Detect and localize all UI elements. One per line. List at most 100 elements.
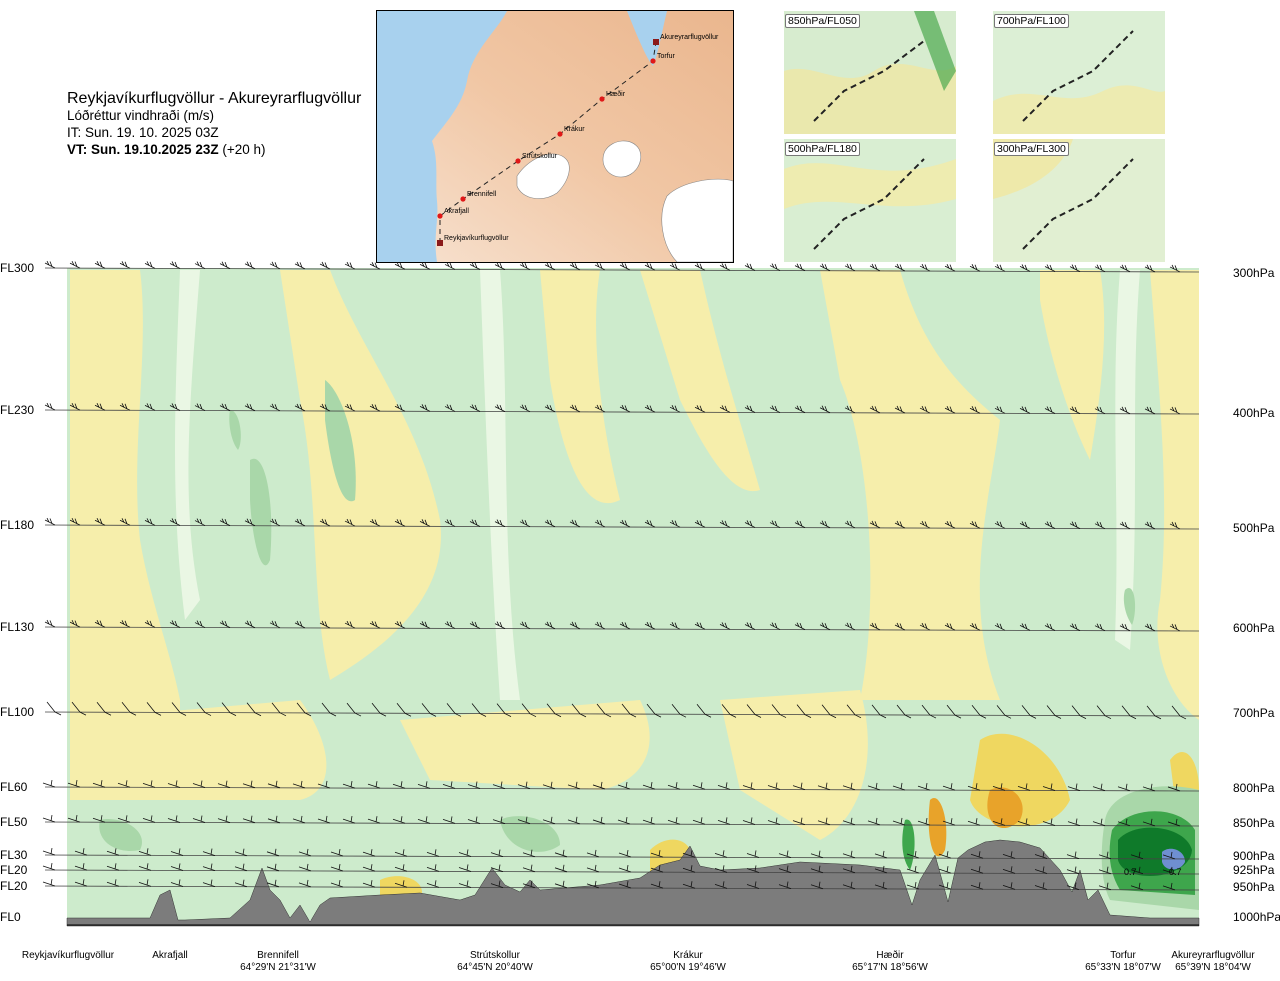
wind-barb (469, 621, 481, 629)
wind-barb (717, 782, 731, 790)
wind-barb (1144, 521, 1156, 530)
wind-barb (869, 263, 881, 272)
chart-header: Reykjavíkurflugvöllur - Akureyrarflugvöl… (67, 90, 387, 158)
wind-barb (217, 815, 231, 824)
wind-barb (494, 519, 506, 527)
wind-barb (521, 703, 537, 718)
wind-barb (69, 517, 81, 526)
wind-barb (142, 780, 156, 788)
wind-barb (266, 848, 280, 857)
fjord-north (627, 11, 667, 66)
wind-barb (569, 404, 581, 413)
level-line (44, 267, 1200, 273)
wind-barb (196, 702, 212, 716)
wind-barb (419, 621, 431, 629)
mini-map-500-canvas (784, 139, 956, 262)
wind-barb (992, 783, 1006, 791)
wind-barb (1146, 705, 1162, 720)
wind-barb (44, 260, 56, 269)
wind-barb (144, 518, 156, 526)
station-coord: 65°33'N 18°07'W (1085, 962, 1161, 973)
route-map[interactable]: Akureyrarflugvöllur Torfur Hæðir Krákur Strú… (376, 10, 734, 263)
station-name: Akureyrarflugvöllur (1171, 950, 1255, 961)
wind-barb (1044, 623, 1056, 631)
wind-barb (138, 863, 152, 871)
wind-barb (594, 621, 606, 630)
level-line (44, 869, 1200, 875)
mini-map-300[interactable]: 300hPa/FL300 (993, 139, 1165, 262)
wind-barb (469, 404, 481, 412)
wind-barb (117, 780, 131, 788)
wind-barb (419, 519, 431, 527)
wind-barb (819, 263, 831, 272)
rise-patch-3 (229, 410, 241, 450)
wind-barb (1092, 783, 1106, 792)
wind-barb (719, 405, 731, 413)
fl-label: FL20 (0, 879, 28, 893)
wind-barb (519, 519, 531, 528)
wind-barb (992, 818, 1006, 826)
wind-barb (1098, 882, 1112, 891)
wind-barb (938, 866, 952, 874)
wind-barb (544, 404, 556, 413)
wind-barb (594, 262, 606, 271)
wind-barb (522, 849, 536, 858)
wind-barb (267, 815, 281, 824)
wind-barb (917, 783, 931, 791)
wind-barb (938, 851, 952, 859)
wind-barb (569, 262, 581, 271)
wind-barb (298, 863, 312, 872)
wind-barb (92, 780, 106, 788)
wind-barb (842, 865, 856, 874)
glacier-vatnajokull (661, 178, 733, 262)
station-coord: 64°45'N 20°40'W (457, 962, 533, 973)
wind-barb (946, 704, 962, 719)
wind-barb (1017, 818, 1031, 826)
wind-barb (1167, 783, 1181, 792)
wind-barb (796, 704, 812, 718)
wind-barb (554, 864, 568, 873)
wind-barb (138, 879, 152, 887)
wind-barb (778, 865, 792, 873)
wind-barb (1066, 882, 1080, 890)
hpa-label: 500hPa (1233, 521, 1275, 535)
mini-map-500[interactable]: 500hPa/FL180 (784, 139, 956, 262)
wind-barb (586, 880, 600, 889)
wind-barb (1144, 623, 1156, 632)
sink-band-3 (540, 270, 620, 504)
wind-barb (469, 262, 481, 270)
mini-map-700[interactable]: 700hPa/FL100 (993, 11, 1165, 134)
wind-barb (1130, 866, 1144, 875)
wind-barb (342, 816, 356, 824)
wind-barb (169, 518, 181, 526)
wind-barb (586, 849, 600, 858)
wind-barb (844, 405, 856, 414)
wind-barb (417, 781, 431, 789)
wind-barb (1067, 783, 1081, 791)
mini-map-300-label: 300hPa/FL300 (994, 142, 1069, 156)
fl-label: FL20 (0, 863, 28, 877)
route-station-label: Strútskollur (522, 153, 558, 160)
mini-map-850[interactable]: 850hPa/FL050 (784, 11, 956, 134)
station-coord: 65°17'N 18°56'W (852, 962, 928, 973)
wind-barb (1044, 264, 1056, 272)
wind-barb (1130, 851, 1144, 860)
route-station-marker (437, 213, 443, 219)
fl-label: FL50 (0, 815, 28, 829)
route-station-marker (437, 240, 443, 246)
wind-barb (667, 782, 681, 790)
fl-label: FL30 (0, 848, 28, 862)
wind-barb (94, 620, 106, 628)
wind-barb (394, 262, 406, 270)
wind-barb (369, 403, 381, 412)
wind-barb (392, 816, 406, 824)
mini-map-850-label: 850hPa/FL050 (785, 14, 860, 28)
hpa-label: 1000hPa (1233, 910, 1280, 924)
wind-barb (906, 881, 920, 890)
wind-barb (842, 881, 856, 890)
glacier-langjokull (516, 153, 570, 199)
wind-barb (714, 881, 728, 889)
station-name: Akrafjall (152, 950, 188, 961)
route-station-label: Akureyrarflugvöllur (660, 34, 719, 41)
wind-barb (292, 815, 306, 824)
